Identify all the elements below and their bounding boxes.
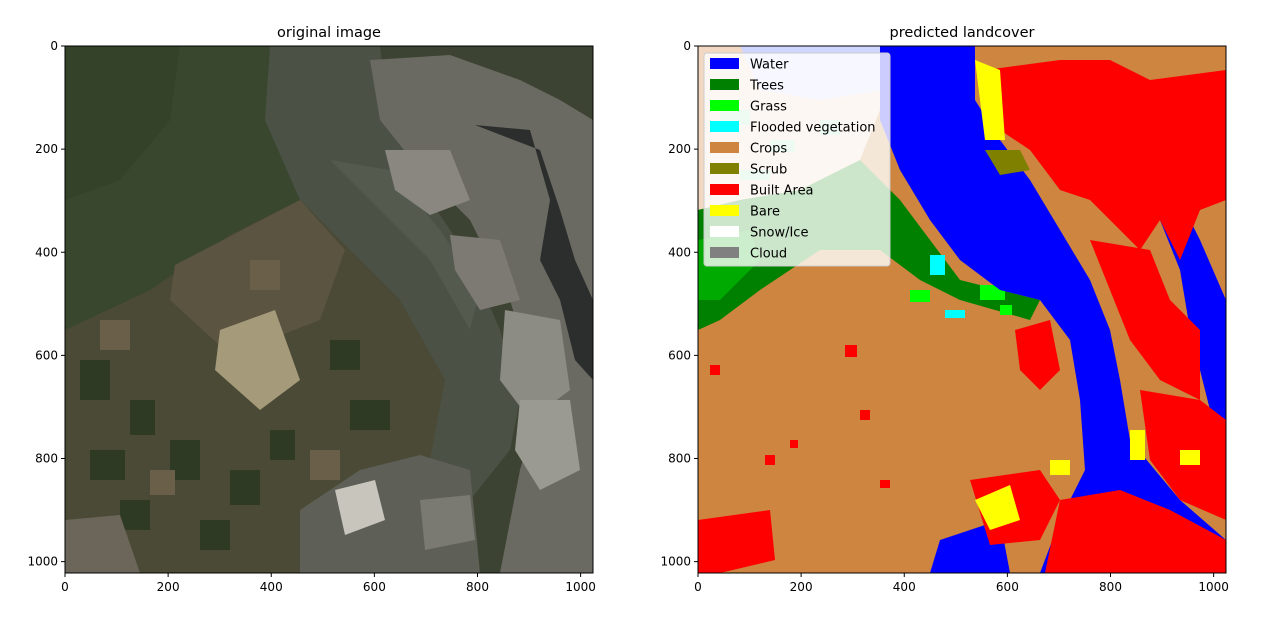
right-y-tick-label: 600: [668, 348, 691, 362]
legend-swatch-water: [710, 58, 739, 69]
legend: Water Trees Grass Flooded vegetation Crops Sc…: [703, 52, 891, 267]
legend-label-trees: Trees: [749, 79, 784, 94]
right-y-tick-label: 400: [668, 245, 691, 259]
legend-label-bare: Bare: [750, 205, 780, 220]
legend-label-crops: Crops: [750, 142, 787, 157]
left-y-tick-label: 800: [35, 452, 58, 466]
legend-swatch-crops: [710, 142, 739, 153]
legend-label-cloud: Cloud: [750, 247, 787, 262]
right-x-tick-label: 400: [893, 580, 916, 594]
right-y-tick-label: 1000: [660, 555, 691, 569]
left-axes-frame: [64, 45, 594, 574]
legend-swatch-cloud: [710, 247, 739, 258]
legend-swatch-scrub: [710, 163, 739, 174]
right-x-tick-label: 800: [1099, 580, 1122, 594]
right-y-tick-label: 0: [683, 39, 691, 53]
left-y-tick-label: 1000: [27, 555, 58, 569]
legend-label-flooded-vegetation: Flooded vegetation: [750, 121, 876, 136]
left-x-tick-label: 600: [363, 580, 386, 594]
right-x-tick-label: 200: [790, 580, 813, 594]
left-y-tick-label: 200: [35, 142, 58, 156]
legend-swatch-trees: [710, 79, 739, 90]
right-x-tick-label: 0: [694, 580, 702, 594]
left-panel-title: original image: [277, 25, 381, 41]
legend-label-snow-ice: Snow/Ice: [750, 226, 808, 241]
right-y-tick-label: 200: [668, 142, 691, 156]
right-y-tick-label: 800: [668, 452, 691, 466]
satellite-image: [65, 46, 593, 573]
left-y-tick-label: 400: [35, 245, 58, 259]
legend-swatch-flooded-vegetation: [710, 121, 739, 132]
legend-label-water: Water: [750, 58, 789, 73]
left-y-tick-label: 600: [35, 348, 58, 362]
left-x-tick-label: 1000: [565, 580, 596, 594]
left-x-tick-label: 800: [466, 580, 489, 594]
left-y-tick-label: 0: [50, 39, 58, 53]
right-axes-frame: [697, 45, 1227, 574]
legend-swatch-bare: [710, 205, 739, 216]
left-x-tick-label: 0: [61, 580, 69, 594]
right-x-tick-label: 600: [996, 580, 1019, 594]
legend-label-grass: Grass: [750, 100, 787, 115]
right-x-tick-label: 1000: [1198, 580, 1229, 594]
right-panel-title: predicted landcover: [889, 25, 1034, 41]
legend-swatch-built-area: [710, 184, 739, 195]
legend-label-scrub: Scrub: [750, 163, 787, 178]
left-x-tick-label: 200: [157, 580, 180, 594]
left-x-tick-label: 400: [260, 580, 283, 594]
legend-swatch-snow-ice: [710, 226, 739, 237]
legend-swatch-grass: [710, 100, 739, 111]
legend-label-built-area: Built Area: [750, 184, 814, 199]
